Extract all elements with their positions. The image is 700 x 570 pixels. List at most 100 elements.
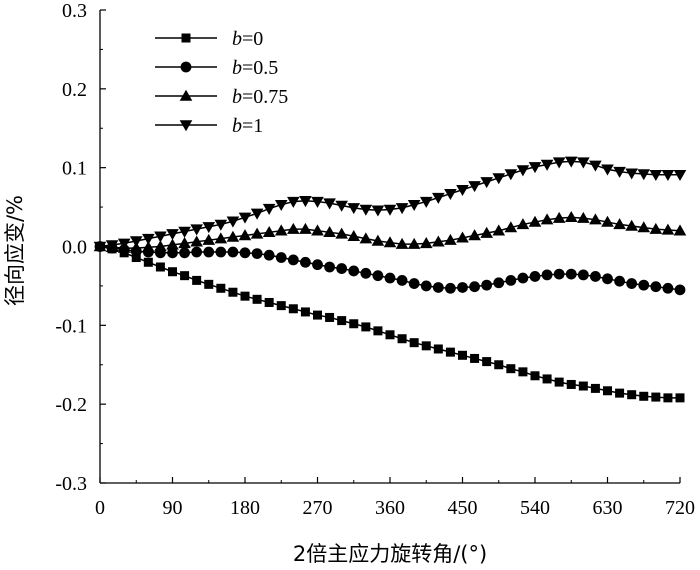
- data-point: [639, 391, 649, 401]
- data-point: [444, 188, 457, 200]
- data-point: [554, 377, 564, 387]
- data-point: [226, 230, 240, 242]
- data-point: [117, 238, 131, 250]
- data-point: [504, 169, 518, 181]
- data-point: [349, 319, 359, 329]
- data-point: [202, 233, 216, 245]
- legend-label: b=0: [232, 28, 263, 50]
- legend-label: b=0.75: [232, 86, 288, 108]
- data-point: [516, 165, 530, 177]
- legend-marker: [179, 120, 193, 132]
- data-point: [299, 196, 312, 208]
- data-point: [129, 241, 143, 253]
- data-point: [626, 278, 638, 289]
- data-point: [252, 294, 262, 304]
- data-point: [262, 226, 276, 238]
- data-point: [589, 213, 602, 225]
- data-point: [470, 353, 480, 363]
- data-point: [492, 224, 506, 236]
- data-point: [179, 247, 190, 259]
- data-point: [552, 157, 566, 169]
- data-point: [649, 222, 663, 234]
- y-axis-title: 径向应变/%: [3, 195, 27, 306]
- data-point: [287, 196, 300, 208]
- data-point: [178, 226, 191, 238]
- data-point: [433, 344, 443, 354]
- x-tick-label: 360: [375, 497, 405, 519]
- data-point: [347, 203, 361, 215]
- data-point: [384, 272, 396, 284]
- data-point: [637, 169, 651, 181]
- data-point: [264, 297, 274, 307]
- data-point: [506, 364, 516, 374]
- legend-marker: [179, 89, 193, 101]
- data-point: [578, 381, 588, 391]
- data-point: [191, 246, 203, 258]
- data-point: [299, 222, 312, 234]
- data-point: [359, 232, 373, 244]
- x-tick-label: 270: [303, 497, 333, 519]
- data-point: [373, 326, 383, 336]
- data-point: [142, 240, 155, 253]
- data-point: [577, 211, 590, 223]
- y-tick-label: 0.2: [62, 79, 87, 101]
- data-point: [637, 221, 651, 233]
- data-point: [397, 334, 407, 344]
- data-point: [408, 278, 420, 289]
- legend-entry: b=0: [155, 28, 263, 50]
- data-point: [651, 392, 661, 402]
- data-point: [167, 247, 178, 259]
- data-point: [335, 200, 348, 212]
- data-point: [262, 203, 276, 215]
- data-point: [385, 330, 395, 340]
- data-point: [407, 199, 421, 212]
- data-point: [613, 218, 626, 230]
- data-point: [614, 275, 625, 287]
- data-point: [396, 274, 408, 286]
- data-point: [240, 291, 250, 301]
- data-point: [456, 231, 469, 243]
- data-point: [178, 237, 191, 249]
- data-point: [577, 269, 589, 281]
- data-point: [359, 204, 373, 216]
- data-point: [540, 213, 554, 225]
- data-point: [528, 162, 542, 174]
- data-point: [602, 273, 613, 285]
- data-point: [661, 170, 675, 182]
- data-point: [166, 238, 179, 250]
- data-point: [480, 226, 493, 238]
- data-point: [105, 240, 119, 252]
- data-point: [542, 374, 552, 384]
- data-point: [168, 267, 177, 277]
- data-point: [627, 390, 637, 400]
- data-point: [214, 219, 228, 231]
- y-tick-label: 0.3: [62, 0, 87, 22]
- data-point: [312, 259, 323, 271]
- data-point: [468, 181, 481, 193]
- data-point: [323, 198, 336, 210]
- data-point: [372, 270, 384, 282]
- data-point: [603, 386, 612, 396]
- data-point: [518, 367, 528, 377]
- data-point: [202, 222, 216, 234]
- data-point: [638, 279, 650, 291]
- data-point: [154, 240, 167, 252]
- x-tick-label: 0: [95, 497, 105, 519]
- data-point: [432, 235, 445, 247]
- y-tick-label: -0.1: [55, 315, 87, 337]
- data-point: [274, 224, 288, 236]
- data-point: [480, 177, 493, 189]
- data-point: [504, 221, 518, 233]
- x-tick-label: 450: [448, 497, 478, 519]
- data-point: [432, 282, 444, 293]
- data-point: [625, 219, 638, 231]
- y-tick-label: -0.3: [55, 473, 87, 495]
- axes: 0 90 180 270 360 450 540 630 720 -0.3 -0.2 -0.1 0.0 0…: [55, 0, 695, 519]
- data-point: [409, 338, 419, 348]
- x-tick-label: 90: [163, 497, 183, 519]
- data-point: [432, 192, 445, 204]
- data-point: [577, 157, 590, 169]
- data-point: [445, 282, 456, 294]
- data-point: [566, 379, 576, 389]
- data-point: [311, 196, 324, 208]
